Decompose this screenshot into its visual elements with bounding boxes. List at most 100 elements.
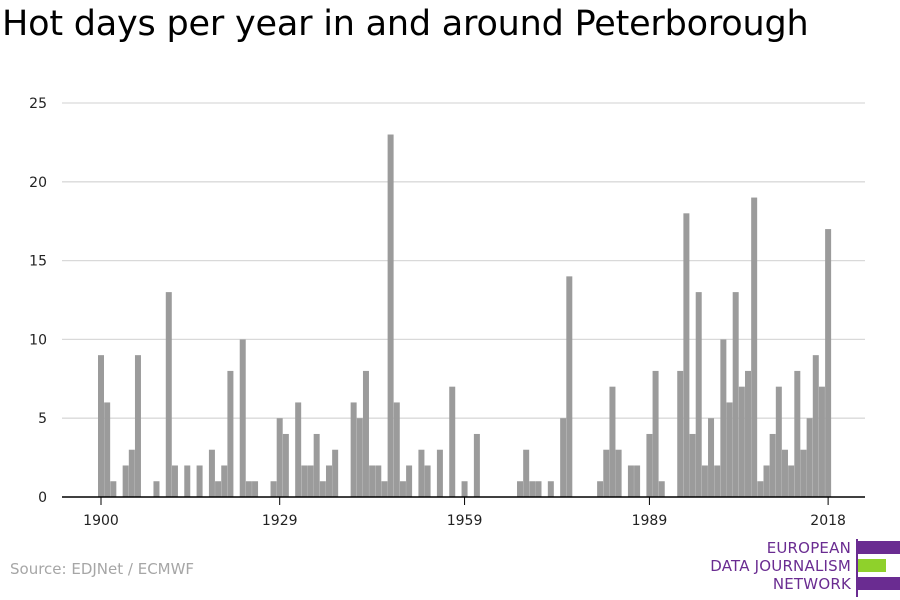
- x-tick-label: 1959: [447, 513, 483, 529]
- bar: [270, 481, 277, 497]
- bar: [566, 276, 573, 497]
- bar: [658, 481, 665, 497]
- bar: [276, 418, 283, 497]
- bar: [695, 292, 702, 497]
- bar: [319, 481, 326, 497]
- bar: [461, 481, 468, 497]
- logo-bar-purple-bottom: [858, 577, 900, 590]
- bar: [794, 370, 801, 497]
- bar: [325, 465, 332, 497]
- bar: [196, 465, 203, 497]
- y-tick-label: 10: [29, 332, 47, 348]
- bar: [332, 449, 339, 497]
- bar: [369, 465, 376, 497]
- bar: [239, 339, 246, 497]
- bar: [529, 481, 536, 497]
- bar: [418, 449, 425, 497]
- bar: [165, 292, 172, 497]
- bar: [806, 418, 813, 497]
- bar: [627, 465, 634, 497]
- bar: [825, 229, 832, 497]
- bar: [221, 465, 228, 497]
- x-tick-label: 1989: [632, 513, 668, 529]
- y-tick-label: 25: [29, 96, 47, 112]
- bar: [406, 465, 413, 497]
- bar: [714, 465, 721, 497]
- bar: [769, 433, 776, 497]
- bar: [763, 465, 770, 497]
- bar: [812, 355, 819, 497]
- bar: [171, 465, 178, 497]
- bar: [738, 386, 745, 497]
- edjnet-logo: EUROPEAN DATA JOURNALISM NETWORK: [700, 530, 900, 597]
- bar: [701, 465, 708, 497]
- bar: [301, 465, 308, 497]
- bar: [134, 355, 141, 497]
- bar: [517, 481, 524, 497]
- bar: [375, 465, 382, 497]
- source-note: Source: EDJNet / ECMWF: [10, 560, 195, 578]
- bar: [781, 449, 788, 497]
- bar: [245, 481, 252, 497]
- bar: [307, 465, 314, 497]
- logo-line-2: DATA JOURNALISM: [710, 557, 851, 575]
- bar: [547, 481, 554, 497]
- bar: [609, 386, 616, 497]
- bar: [153, 481, 160, 497]
- logo-bar-purple-top: [858, 541, 900, 554]
- bar: [689, 433, 696, 497]
- bar: [282, 433, 289, 497]
- bar: [381, 481, 388, 497]
- bar: [652, 370, 659, 497]
- bar: [757, 481, 764, 497]
- bar: [362, 370, 369, 497]
- bar: [252, 481, 259, 497]
- bar: [473, 433, 480, 497]
- bar: [350, 402, 357, 497]
- bar: [128, 449, 135, 497]
- logo-divider: [856, 539, 858, 597]
- bar: [227, 370, 234, 497]
- bar: [393, 402, 400, 497]
- bar: [110, 481, 117, 497]
- bar: [726, 402, 733, 497]
- bar: [603, 449, 610, 497]
- bar: [295, 402, 302, 497]
- logo-bar-green: [858, 559, 886, 572]
- bar: [646, 433, 653, 497]
- bar: [720, 339, 727, 497]
- gridlines: [62, 102, 865, 419]
- y-tick-label: 15: [29, 254, 47, 270]
- bar: [399, 481, 406, 497]
- y-tick-label: 20: [29, 175, 47, 191]
- bar: [449, 386, 456, 497]
- bar: [800, 449, 807, 497]
- bar: [424, 465, 431, 497]
- bar: [535, 481, 542, 497]
- y-tick-label: 0: [38, 490, 47, 506]
- bars: [98, 134, 832, 497]
- bar: [184, 465, 191, 497]
- bar: [788, 465, 795, 497]
- bar: [122, 465, 129, 497]
- bar: [436, 449, 443, 497]
- bar: [313, 433, 320, 497]
- y-tick-label: 5: [38, 411, 47, 427]
- bar: [683, 213, 690, 497]
- bar: [634, 465, 641, 497]
- bar: [732, 292, 739, 497]
- logo-line-1: EUROPEAN: [766, 539, 851, 557]
- bar: [356, 418, 363, 497]
- bar: [745, 370, 752, 497]
- bar: [215, 481, 222, 497]
- y-axis-labels: 0 5 10 15 20 25: [29, 96, 47, 506]
- bar: [597, 481, 604, 497]
- logo-line-3: NETWORK: [772, 575, 851, 593]
- x-tick-label: 1900: [83, 513, 119, 529]
- bar: [818, 386, 825, 497]
- bar-chart: 0 5 10 15 20 25 1900 1929 1959 1989 2018: [29, 96, 865, 529]
- x-tick-label: 1929: [262, 513, 298, 529]
- bar: [615, 449, 622, 497]
- bar: [751, 197, 758, 497]
- bar: [560, 418, 567, 497]
